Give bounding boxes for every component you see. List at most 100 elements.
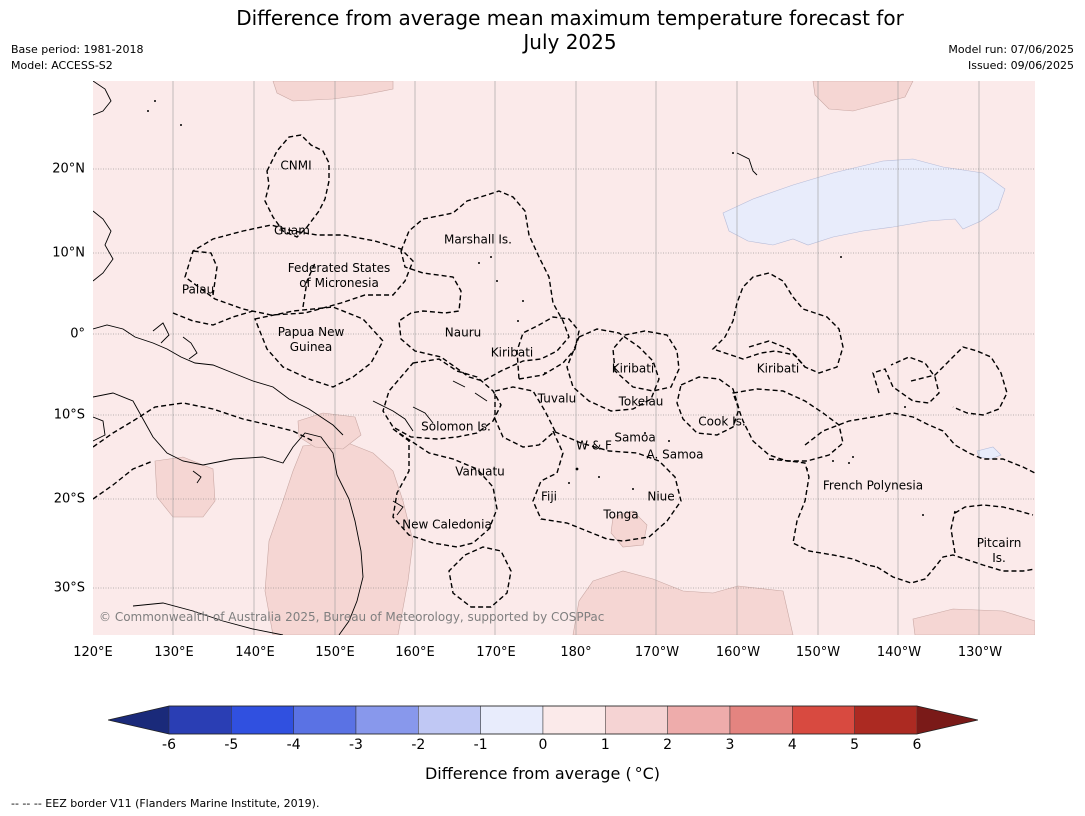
copyright-credit: © Commonwealth of Australia 2025, Bureau… (99, 610, 605, 624)
colorbar-cells (168, 705, 918, 735)
colorbar-cell (729, 705, 793, 735)
label-guam: Guam (274, 223, 310, 238)
y-tick: 0° (70, 326, 85, 342)
parallels (93, 168, 1035, 589)
title-line-1: Difference from average mean maximum tem… (236, 6, 904, 30)
colorbar-cell (231, 705, 294, 735)
label-fsm-line1: Federated States (287, 261, 391, 275)
label-wallis-futuna: W & F (576, 438, 612, 453)
colorbar-label: 3 (725, 737, 735, 753)
colorbar-label: 4 (787, 737, 797, 753)
colorbar-title-text: Difference from average ( (424, 764, 632, 783)
x-tick: 170°W (634, 645, 680, 660)
label-nauru: Nauru (444, 325, 482, 340)
colorbar-cell (418, 705, 481, 735)
colorbar-label: 5 (850, 737, 860, 753)
colorbar-label: -4 (286, 737, 301, 753)
colorbar-cell (667, 705, 731, 735)
label-vanuatu: Vanuatu (455, 464, 505, 479)
label-png-line2: Guinea (289, 340, 333, 354)
coastlines (93, 81, 758, 635)
y-tick: 10°N (52, 245, 85, 261)
x-tick: 150°E (315, 645, 355, 660)
cool-anomaly-region (722, 158, 1006, 460)
label-niue: Niue (647, 489, 675, 504)
y-tick: 30°S (53, 580, 85, 596)
label-cnmi: CNMI (280, 158, 312, 173)
y-tick: 20°N (52, 161, 85, 177)
base-period: Base period: 1981-2018 (11, 43, 144, 56)
label-pitcairn: Pitcairn Is. (977, 536, 1022, 566)
label-pitcairn-line2: Is. (992, 551, 1006, 565)
title-line-2: July 2025 (523, 30, 617, 54)
colorbar-outline (108, 705, 978, 735)
warm-anomaly-regions (154, 81, 1035, 635)
issued-date: Issued: 09/06/2025 (967, 59, 1074, 72)
label-fsm: Federated States of Micronesia (288, 261, 390, 291)
label-marshall-islands: Marshall Is. (444, 232, 512, 247)
x-tick: 120°E (73, 645, 113, 660)
colorbar-label: 6 (912, 737, 922, 753)
colorbar-under-arrow (108, 706, 169, 734)
colorbar-label: -3 (349, 737, 363, 753)
colorbar (108, 705, 978, 735)
label-new-caledonia: New Caledonia (402, 517, 492, 532)
eez-borders (184, 134, 1035, 608)
label-palau: Palau (181, 282, 215, 297)
small-islands (147, 100, 924, 516)
label-tonga: Tonga (603, 507, 639, 522)
label-fiji: Fiji (540, 489, 558, 504)
colorbar-label: 2 (663, 737, 673, 753)
colorbar-cell (792, 705, 855, 735)
label-kiribati-west: Kiribati (490, 345, 534, 360)
x-tick: 140°E (235, 645, 275, 660)
label-french-polynesia: French Polynesia (822, 478, 924, 493)
meridians (172, 81, 980, 635)
y-tick: 20°S (53, 491, 85, 507)
colorbar-cell (605, 705, 668, 735)
model-name: Model: ACCESS-S2 (11, 59, 113, 72)
label-samoa: Samoa (614, 430, 656, 445)
label-american-samoa: A. Samoa (646, 447, 704, 462)
model-run: Model run: 07/06/2025 (948, 43, 1074, 56)
label-tuvalu: Tuvalu (537, 391, 577, 406)
eez-footnote: -- -- -- EEZ border V11 (Flanders Marine… (11, 797, 320, 810)
label-png: Papua New Guinea (278, 325, 345, 355)
meta-right: Model run: 07/06/2025 Issued: 09/06/2025 (948, 42, 1074, 74)
x-tick: 180° (560, 645, 592, 660)
colorbar-cell (854, 705, 918, 735)
colorbar-cell (480, 705, 544, 735)
y-tick: 10°S (53, 407, 85, 423)
colorbar-cell (542, 705, 606, 735)
label-fsm-line2: of Micronesia (299, 276, 379, 290)
meta-left: Base period: 1981-2018 Model: ACCESS-S2 (11, 42, 143, 74)
colorbar-over-arrow (917, 706, 978, 734)
x-tick: 150°W (795, 645, 841, 660)
label-kiribati-east: Kiribati (756, 361, 800, 376)
colorbar-label: 0 (538, 737, 548, 753)
colorbar-label: -1 (473, 737, 488, 753)
map-svg (93, 81, 1035, 635)
x-tick: 170°E (476, 645, 516, 660)
label-solomon-islands: Solomon Is. (421, 419, 491, 434)
label-cook-islands: Cook Is. (698, 414, 746, 429)
colorbar-cell (355, 705, 419, 735)
label-png-line1: Papua New (277, 325, 345, 339)
label-tokelau: Tokelau (618, 394, 664, 409)
colorbar-title: Difference from average ( °C) (0, 764, 1085, 783)
chart-title: Difference from average mean maximum tem… (190, 6, 950, 54)
x-tick: 160°W (715, 645, 761, 660)
colorbar-cell (168, 705, 232, 735)
colorbar-label: -5 (224, 737, 239, 753)
label-pitcairn-line1: Pitcairn (976, 536, 1022, 550)
eez-borders-west (93, 250, 316, 500)
colorbar-label: -2 (411, 737, 426, 753)
colorbar-title-unit: °C) (634, 764, 660, 783)
x-tick: 160°E (395, 645, 435, 660)
colorbar-label: -6 (162, 737, 176, 753)
x-tick: 130°W (957, 645, 1003, 660)
colorbar-label: 1 (600, 737, 610, 753)
x-tick: 140°W (876, 645, 922, 660)
x-tick: 130°E (154, 645, 194, 660)
label-kiribati-central: Kiribati (611, 361, 655, 376)
